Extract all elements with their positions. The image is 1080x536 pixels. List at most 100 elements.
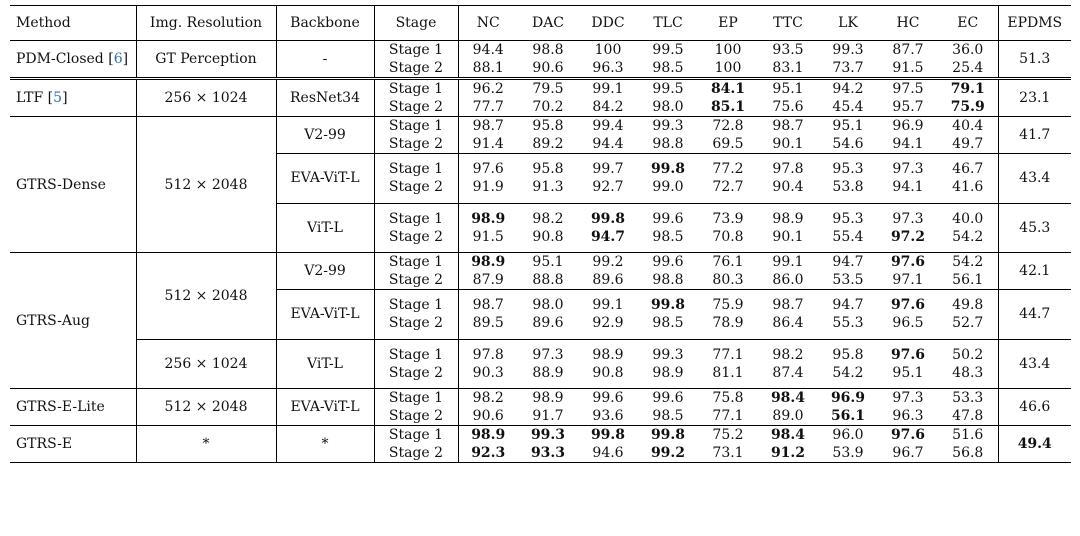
header-resolution: Img. Resolution (136, 5, 277, 41)
metric-cell: 72.8 69.5 (698, 116, 758, 154)
stage1-value: 97.8 (772, 161, 804, 178)
stage1-value: 96.9 (830, 390, 866, 406)
epdms-cell: 23.1 (998, 77, 1071, 117)
stage-label: Stage 2 (388, 445, 444, 461)
stage1-value: 95.8 (532, 118, 564, 134)
resolution-cell: 256 × 1024 (136, 338, 277, 389)
stage2-value: 48.3 (952, 364, 984, 381)
stage1-value: 95.1 (832, 118, 864, 134)
metric-cell: 98.9 91.7 (518, 388, 578, 426)
stage1-value: 99.6 (652, 390, 684, 406)
stage1-value: 96.9 (892, 118, 924, 134)
citation-link[interactable]: 6 (113, 51, 123, 67)
stage2-value: 56.1 (830, 408, 866, 424)
metric-cell: 99.7 92.7 (578, 153, 638, 203)
stage2-value: 97.2 (890, 228, 926, 245)
stage1-value: 36.0 (952, 42, 984, 58)
stage1-value: 98.9 (471, 210, 506, 227)
table-row: PDM-Closed [6] GT Perception - Stage 1 Stage… (10, 40, 1071, 79)
stage1-value: 77.1 (712, 346, 744, 363)
metric-cell: 77.2 72.7 (698, 153, 758, 203)
metric-cell: 96.2 77.7 (458, 77, 518, 117)
metric-cell: 79.1 75.9 (938, 77, 999, 117)
stage1-value: 99.8 (650, 161, 686, 178)
table-body: PDM-Closed [6] GT Perception - Stage 1 Stage… (10, 40, 1071, 463)
stage1-value: 95.3 (832, 161, 864, 178)
stage1-value: 100 (714, 42, 742, 58)
stage2-value: 75.6 (772, 99, 804, 115)
stage1-value: 49.8 (952, 297, 984, 314)
stage2-value: 25.4 (952, 60, 984, 76)
stage1-value: 96.2 (472, 81, 504, 97)
stage1-value: 94.2 (832, 81, 864, 97)
stage1-value: 98.7 (472, 118, 504, 134)
stage-label: Stage 1 (388, 254, 444, 270)
stage2-value: 69.5 (712, 136, 744, 152)
metric-cell: 98.9 92.3 (458, 425, 518, 463)
stage2-value: 81.1 (712, 364, 744, 381)
backbone-cell: EVA-ViT-L (276, 289, 375, 339)
stage-label: Stage 1 (388, 210, 444, 227)
stage-label: Stage 1 (388, 390, 444, 406)
epdms-cell: 42.1 (998, 252, 1071, 290)
stage1-value: 93.5 (772, 42, 804, 58)
metric-cell: 99.1 84.2 (578, 77, 638, 117)
metric-cell: 73.9 70.8 (698, 202, 758, 253)
stage1-value: 99.8 (590, 427, 626, 443)
stage1-value: 98.9 (471, 254, 506, 270)
stage-cell: Stage 1 Stage 2 (374, 252, 459, 290)
metric-cell: 99.6 93.6 (578, 388, 638, 426)
metric-cell: 98.2 90.8 (518, 202, 578, 253)
stage-label: Stage 2 (388, 136, 444, 152)
stage1-value: 99.3 (832, 42, 864, 58)
stage2-value: 94.7 (590, 228, 626, 245)
stage2-value: 91.7 (532, 408, 564, 424)
citation-link[interactable]: 5 (53, 90, 63, 106)
method-name: GTRS-Aug (16, 312, 90, 329)
stage2-value: 56.1 (952, 272, 984, 288)
stage1-value: 98.7 (772, 118, 804, 134)
metric-cell: 76.1 80.3 (698, 252, 758, 290)
stage2-value: 87.9 (472, 272, 504, 288)
stage1-value: 51.6 (952, 427, 984, 443)
stage-label: Stage 2 (388, 179, 444, 196)
header-tlc: TLC (638, 5, 698, 41)
stage2-value: 94.1 (892, 179, 924, 196)
metric-cell: 99.8 99.0 (638, 153, 698, 203)
stage2-value: 77.7 (472, 99, 504, 115)
stage1-value: 97.3 (892, 161, 924, 178)
header-row: Method Img. Resolution Backbone Stage NC… (10, 5, 1071, 41)
stage1-value: 54.2 (952, 254, 984, 270)
metric-cell: 77.1 81.1 (698, 338, 758, 389)
stage2-value: 89.5 (472, 315, 504, 332)
metric-cell: 98.7 91.4 (458, 116, 518, 154)
metric-cell: 93.5 83.1 (758, 40, 818, 79)
stage1-value: 94.7 (832, 297, 864, 314)
stage1-value: 75.9 (712, 297, 744, 314)
header-method: Method (10, 5, 137, 41)
stage2-value: 94.1 (892, 136, 924, 152)
method-name: GTRS-E (16, 436, 73, 452)
stage1-value: 97.8 (472, 346, 504, 363)
stage2-value: 96.5 (892, 315, 924, 332)
stage1-value: 99.8 (650, 427, 686, 443)
stage2-value: 99.0 (652, 179, 684, 196)
header-hc: HC (878, 5, 938, 41)
metric-cell: 79.5 70.2 (518, 77, 578, 117)
method-cell: GTRS-E (10, 425, 137, 463)
stage2-value: 70.8 (712, 228, 744, 245)
table-row: ViT-L Stage 1 Stage 2 98.9 91.5 98.2 90.8 99.8 9… (10, 202, 1071, 253)
resolution-cell: 512 × 2048 (136, 116, 277, 253)
metric-cell: 49.8 52.7 (938, 289, 999, 339)
metric-cell: 98.7 89.5 (458, 289, 518, 339)
stage2-value: 98.9 (652, 364, 684, 381)
backbone-cell: - (276, 40, 375, 79)
stage2-value: 94.6 (592, 445, 624, 461)
stage1-value: 98.9 (592, 346, 624, 363)
resolution-cell: 512 × 2048 (136, 252, 277, 339)
method-name: PDM-Closed (16, 51, 104, 67)
metric-cell: 95.8 54.2 (818, 338, 878, 389)
stage1-value: 98.7 (772, 297, 804, 314)
stage1-value: 95.1 (772, 81, 804, 97)
stage1-value: 100 (594, 42, 622, 58)
